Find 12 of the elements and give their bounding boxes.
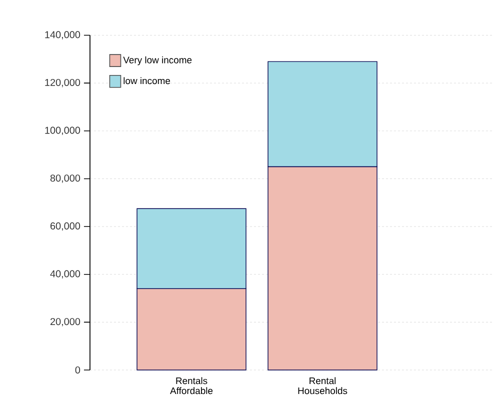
x-tick-label: Rental Households <box>298 377 348 394</box>
y-tick-label: 120,000 <box>45 78 80 88</box>
legend-label: low income <box>124 77 170 84</box>
y-tick-label: 0 <box>75 366 80 374</box>
y-tick-label: 80,000 <box>50 174 80 183</box>
y-tick-label: 20,000 <box>50 318 80 326</box>
legend-label: Very low income <box>123 56 192 66</box>
y-tick-label: 60,000 <box>50 222 80 231</box>
x-tick-label: Rentals Affordable <box>170 377 213 394</box>
y-tick-label: 100,000 <box>45 126 80 136</box>
y-tick-label: 40,000 <box>50 270 80 278</box>
y-tick-label: 140,000 <box>45 31 80 40</box>
